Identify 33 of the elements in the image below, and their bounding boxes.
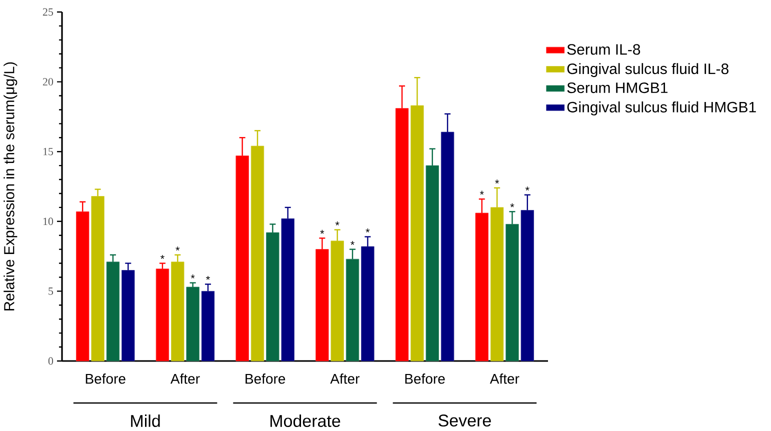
data-label: * bbox=[176, 246, 180, 250]
legend-label: Gingival sulcus fluid IL-8 bbox=[567, 63, 728, 78]
data-label: * bbox=[510, 203, 514, 208]
y-tick-label: 0 bbox=[48, 357, 54, 365]
y-tick-label: 15 bbox=[43, 148, 54, 156]
x-tick-label: After bbox=[490, 374, 520, 384]
data-label: * bbox=[480, 190, 484, 195]
y-tick-label: 10 bbox=[43, 218, 54, 226]
data-label: * bbox=[495, 180, 500, 184]
legend-label: Serum HMGB1 bbox=[567, 82, 668, 94]
data-label: * bbox=[160, 255, 164, 259]
x-tick-label: Before bbox=[246, 374, 286, 384]
y-tick-label: 25 bbox=[42, 8, 54, 16]
bar bbox=[186, 286, 200, 362]
data-label: * bbox=[335, 222, 340, 226]
text: Mild bbox=[131, 414, 160, 428]
x-tick-label: Before bbox=[86, 374, 126, 384]
data-label: * bbox=[190, 274, 195, 278]
legend-label: Gingival sulcus fluid HMGB1 bbox=[567, 101, 756, 116]
text: Severe bbox=[438, 414, 491, 427]
y-tick-label: 20 bbox=[42, 78, 54, 86]
data-label: * bbox=[366, 228, 370, 232]
data-label: * bbox=[525, 186, 530, 190]
data-label: * bbox=[350, 241, 354, 245]
y-tick-label: 5 bbox=[48, 288, 54, 295]
x-tick-label: After bbox=[170, 374, 200, 384]
legend-label: Serum IL-8 bbox=[567, 44, 640, 55]
y-axis-title: Relative Expression in the serum(μg/L) bbox=[4, 62, 18, 310]
text: Moderate bbox=[270, 414, 340, 428]
x-tick-label: Before bbox=[405, 374, 445, 384]
x-tick-label: After bbox=[330, 374, 360, 384]
data-label: * bbox=[320, 230, 324, 234]
data-label: * bbox=[206, 276, 210, 280]
